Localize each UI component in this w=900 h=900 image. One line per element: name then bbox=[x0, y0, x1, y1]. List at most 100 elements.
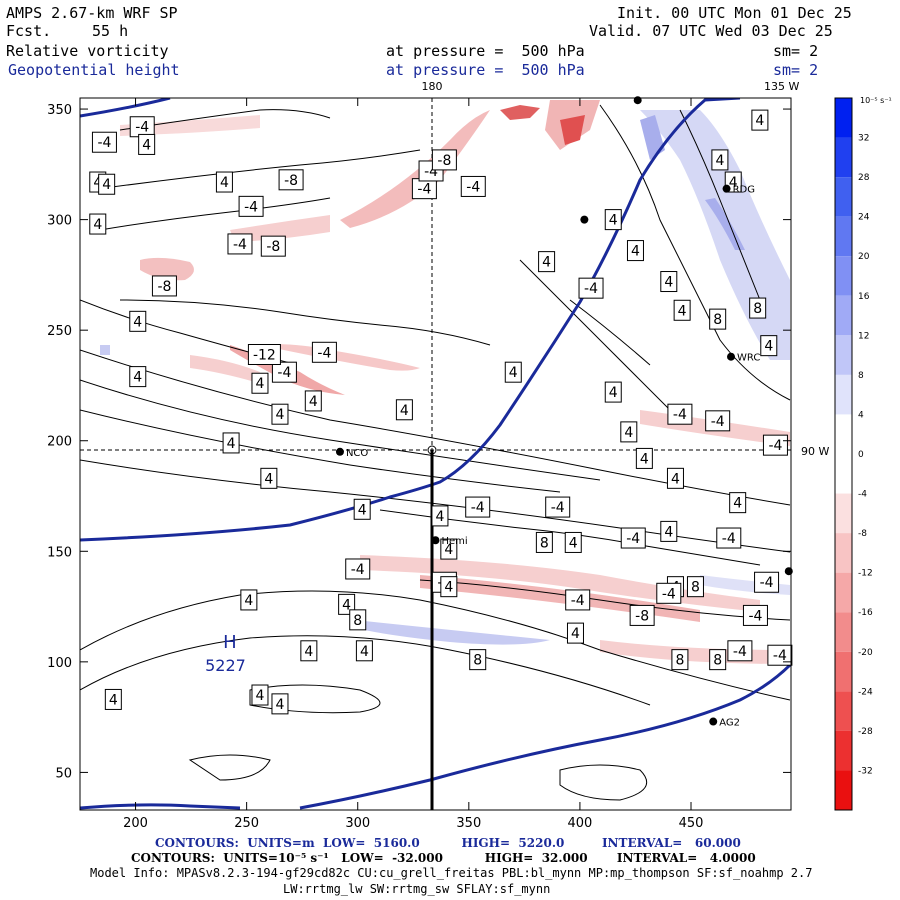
contour-label: -4 bbox=[742, 604, 768, 626]
contour-label: -4 bbox=[762, 434, 788, 456]
station-label: NCO bbox=[346, 448, 368, 459]
contour-label-box bbox=[304, 390, 322, 412]
contour-label: -4 bbox=[716, 527, 742, 549]
colorbar-swatch bbox=[835, 177, 852, 217]
colorbar-tick-label: 16 bbox=[858, 292, 870, 302]
contour-label: 4 bbox=[604, 381, 622, 403]
contour-label-box bbox=[660, 271, 678, 293]
contour-label-box bbox=[538, 251, 556, 273]
colorbar-tick-label: -32 bbox=[858, 766, 873, 776]
contour-label-text: 4 bbox=[133, 370, 142, 386]
colorbar-frame bbox=[834, 97, 853, 811]
x-tick-label: 200 bbox=[123, 816, 148, 831]
contour-label-text: 4 bbox=[244, 593, 253, 609]
contour-label: 8 bbox=[709, 308, 727, 330]
contour-label-box bbox=[104, 688, 122, 710]
contour-label: 4 bbox=[538, 251, 556, 273]
contour-label-text: 4 bbox=[664, 524, 673, 540]
contour-label-box bbox=[345, 558, 371, 580]
contour-label-box bbox=[89, 213, 107, 235]
contour-label-box bbox=[564, 531, 582, 553]
colorbar-tick-label: -8 bbox=[858, 529, 867, 539]
contour-label: 8 bbox=[469, 649, 487, 671]
contour-label-box bbox=[762, 434, 788, 456]
contour-label-box bbox=[271, 361, 297, 383]
contour-label-text: -4 bbox=[466, 179, 480, 195]
contour-label: 4 bbox=[353, 498, 371, 520]
contour-label-box bbox=[98, 173, 116, 195]
contour-label-box bbox=[671, 649, 689, 671]
station-dot bbox=[335, 447, 344, 456]
contour-label-box bbox=[311, 341, 337, 363]
contour-label-box bbox=[727, 640, 753, 662]
contour-label-box bbox=[660, 520, 678, 542]
colorbar-swatch bbox=[835, 572, 852, 613]
contour-label-text: 4 bbox=[435, 509, 444, 525]
contour-label: 4 bbox=[440, 576, 458, 598]
contour-label-text: -4 bbox=[711, 414, 725, 430]
contour-label: -8 bbox=[431, 149, 457, 171]
colorbar-tick-label: 20 bbox=[858, 252, 870, 262]
contour-label-text: 4 bbox=[227, 436, 236, 452]
contour-label-box bbox=[440, 538, 458, 560]
contour-label-text: -8 bbox=[437, 153, 451, 169]
y-tick-label: 200 bbox=[47, 435, 72, 450]
colorbar-tick-label: 0 bbox=[858, 450, 864, 460]
contour-label-text: 4 bbox=[342, 597, 351, 613]
contour-label: 4 bbox=[566, 622, 584, 644]
contour-label: 4 bbox=[251, 684, 269, 706]
pole-marker bbox=[427, 445, 437, 455]
contour-label: 4 bbox=[304, 390, 322, 412]
station-dot bbox=[580, 215, 589, 224]
contour-label: -4 bbox=[754, 571, 780, 593]
contour-label: 8 bbox=[749, 297, 767, 319]
contour-label-box bbox=[673, 299, 691, 321]
field1-name: Relative vorticity bbox=[6, 42, 169, 60]
y-tick-label: 100 bbox=[47, 656, 72, 671]
contour-label: 4 bbox=[604, 209, 622, 231]
contour-label-box bbox=[247, 343, 281, 365]
contour-label: 4 bbox=[660, 520, 678, 542]
contour-label-box bbox=[566, 622, 584, 644]
colorbar-swatch bbox=[835, 493, 852, 534]
model-info: Model Info: MPASv8.2.3-194-gf29cd82c CU:… bbox=[90, 866, 813, 880]
contour-label-text: 4 bbox=[755, 113, 764, 129]
field2-smoothing: sm= 2 bbox=[773, 61, 819, 79]
contour-label-box bbox=[465, 496, 491, 518]
contour-label-box bbox=[635, 447, 653, 469]
contour-label: -8 bbox=[260, 235, 286, 257]
contour-label: 4 bbox=[251, 372, 269, 394]
contour-label: -4 bbox=[705, 410, 731, 432]
contour-label-box bbox=[238, 195, 264, 217]
contour-label: 4 bbox=[626, 240, 644, 262]
contour-label: 4 bbox=[395, 399, 413, 421]
contour-label-box bbox=[129, 310, 147, 332]
contour-label-box bbox=[705, 410, 731, 432]
contour-label: 4 bbox=[660, 271, 678, 293]
contour-label-box bbox=[578, 277, 604, 299]
contour-label-box bbox=[349, 609, 367, 631]
contour-label-text: 4 bbox=[304, 644, 313, 660]
contour-label-box bbox=[667, 403, 693, 425]
colorbar-tick-label: 12 bbox=[858, 331, 869, 341]
x-tick-label: 300 bbox=[345, 816, 370, 831]
station-dot bbox=[727, 352, 736, 361]
contour-label-text: 8 bbox=[713, 312, 722, 328]
contour-label-box bbox=[469, 649, 487, 671]
contour-label: 4 bbox=[751, 109, 769, 131]
contour-label-box bbox=[711, 149, 729, 171]
grid-lines bbox=[80, 98, 791, 810]
contour-label-box bbox=[278, 169, 304, 191]
contour-label-box bbox=[395, 399, 413, 421]
contour-label-text: 4 bbox=[93, 217, 102, 233]
colorbar-swatch bbox=[835, 98, 852, 138]
contour-label-text: 4 bbox=[102, 177, 111, 193]
contour-label-text: -4 bbox=[748, 608, 762, 624]
station-label: WRC bbox=[737, 353, 760, 364]
contour-label-box bbox=[504, 361, 522, 383]
contour-label-text: 4 bbox=[220, 175, 229, 191]
contour-label: -12 bbox=[247, 343, 281, 365]
station-label: RDG bbox=[733, 185, 755, 196]
contour-label-text: -4 bbox=[722, 531, 736, 547]
contour-label: -4 bbox=[727, 640, 753, 662]
